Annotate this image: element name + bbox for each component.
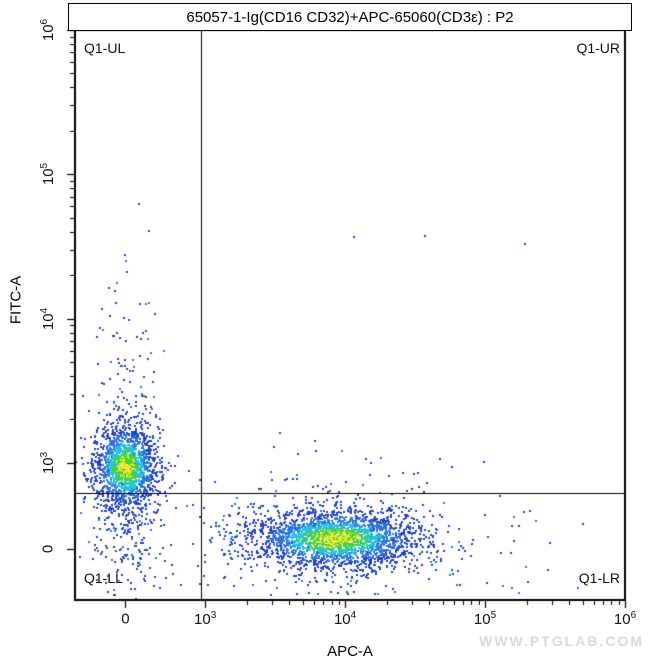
quadrant-label-lr: Q1-LR [578,570,620,586]
y-axis-tick-label: 105 [39,163,57,186]
x-axis-tick-label: 0 [121,610,130,628]
watermark: WWW.PTGLAB.COM [479,633,644,649]
quadrant-label-ul: Q1-UL [84,40,126,56]
title-box: 65057-1-Ig(CD16 CD32)+APC-65060(CD3ε) : … [68,3,632,31]
y-axis-label: FITC-A [7,275,25,325]
y-axis-tick-label: 0 [39,545,57,554]
y-axis-tick-label: 103 [39,451,57,475]
x-axis-tick-label: 104 [333,610,357,628]
x-axis-tick-label: 105 [473,610,497,628]
x-axis-tick-label: 106 [613,610,637,628]
x-axis-tick-label: 103 [194,610,217,628]
y-axis-tick-label: 106 [39,18,57,42]
y-axis-tick-label: 104 [39,307,57,330]
chart-title: 65057-1-Ig(CD16 CD32)+APC-65060(CD3ε) : … [186,8,514,26]
x-axis-label: APC-A [327,643,373,660]
quadrant-label-ll: Q1-LL [84,570,123,586]
quadrant-label-ur: Q1-UR [576,40,620,56]
